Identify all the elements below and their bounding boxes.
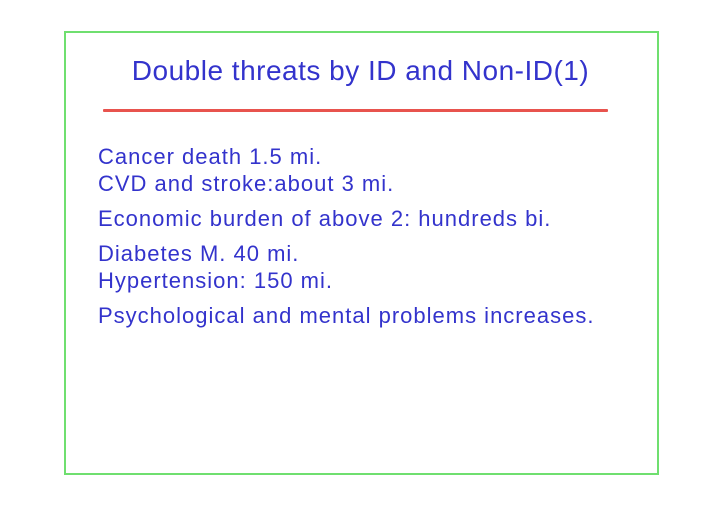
body-line: Hypertension: 150 mi. — [98, 268, 333, 293]
paragraph-cancer-cvd: Cancer death 1.5 mi. CVD and stroke:abou… — [98, 143, 638, 197]
paragraph-diabetes-hypertension: Diabetes M. 40 mi. Hypertension: 150 mi. — [98, 240, 638, 294]
body-line: Economic burden of above 2: hundreds bi. — [98, 206, 552, 231]
title-underline — [103, 109, 608, 112]
paragraph-economic-burden: Economic burden of above 2: hundreds bi. — [98, 205, 638, 232]
body-line: Psychological and mental problems increa… — [98, 303, 595, 328]
slide-title: Double threats by ID and Non-ID(1) — [131, 55, 590, 86]
body-line: Cancer death 1.5 mi. — [98, 144, 323, 169]
body-line: CVD and stroke:about 3 mi. — [98, 171, 395, 196]
slide-border — [64, 31, 659, 475]
slide-body: Cancer death 1.5 mi. CVD and stroke:abou… — [98, 143, 638, 337]
body-line: Diabetes M. 40 mi. — [98, 241, 300, 266]
paragraph-psychological: Psychological and mental problems increa… — [98, 302, 638, 329]
